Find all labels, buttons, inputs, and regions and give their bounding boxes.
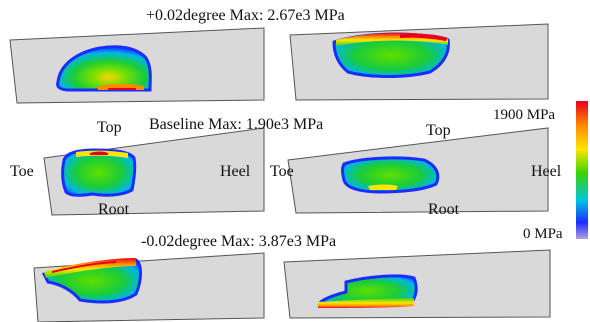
tooth-panel-minus-left xyxy=(33,252,265,322)
label-root-right: Root xyxy=(428,201,460,218)
label-top-right: Top xyxy=(426,122,451,139)
row-title-minus: -0.02degree Max: 3.87e3 MPa xyxy=(141,233,337,250)
label-toe-left: Toe xyxy=(10,163,34,180)
row-title-plus: +0.02degree Max: 2.67e3 MPa xyxy=(146,7,345,24)
colorbar-max-label: 1900 MPa xyxy=(493,107,556,123)
tooth-panel-plus-left xyxy=(9,27,265,104)
colorbar xyxy=(576,101,588,239)
tooth-panel-baseline-left xyxy=(43,127,265,216)
row-title-baseline: Baseline Max: 1.90e3 MPa xyxy=(149,116,324,133)
colorbar-min-label: 0 MPa xyxy=(523,226,563,242)
label-root-left: Root xyxy=(98,201,130,218)
tooth-panel-minus-right xyxy=(283,249,551,319)
tooth-panel-plus-right xyxy=(289,23,549,101)
label-top-left: Top xyxy=(97,119,122,136)
tooth-panel-baseline-right xyxy=(287,127,549,214)
label-heel-right: Heel xyxy=(531,163,562,180)
label-toe-right: Toe xyxy=(270,163,294,180)
label-heel-left: Heel xyxy=(220,163,251,180)
